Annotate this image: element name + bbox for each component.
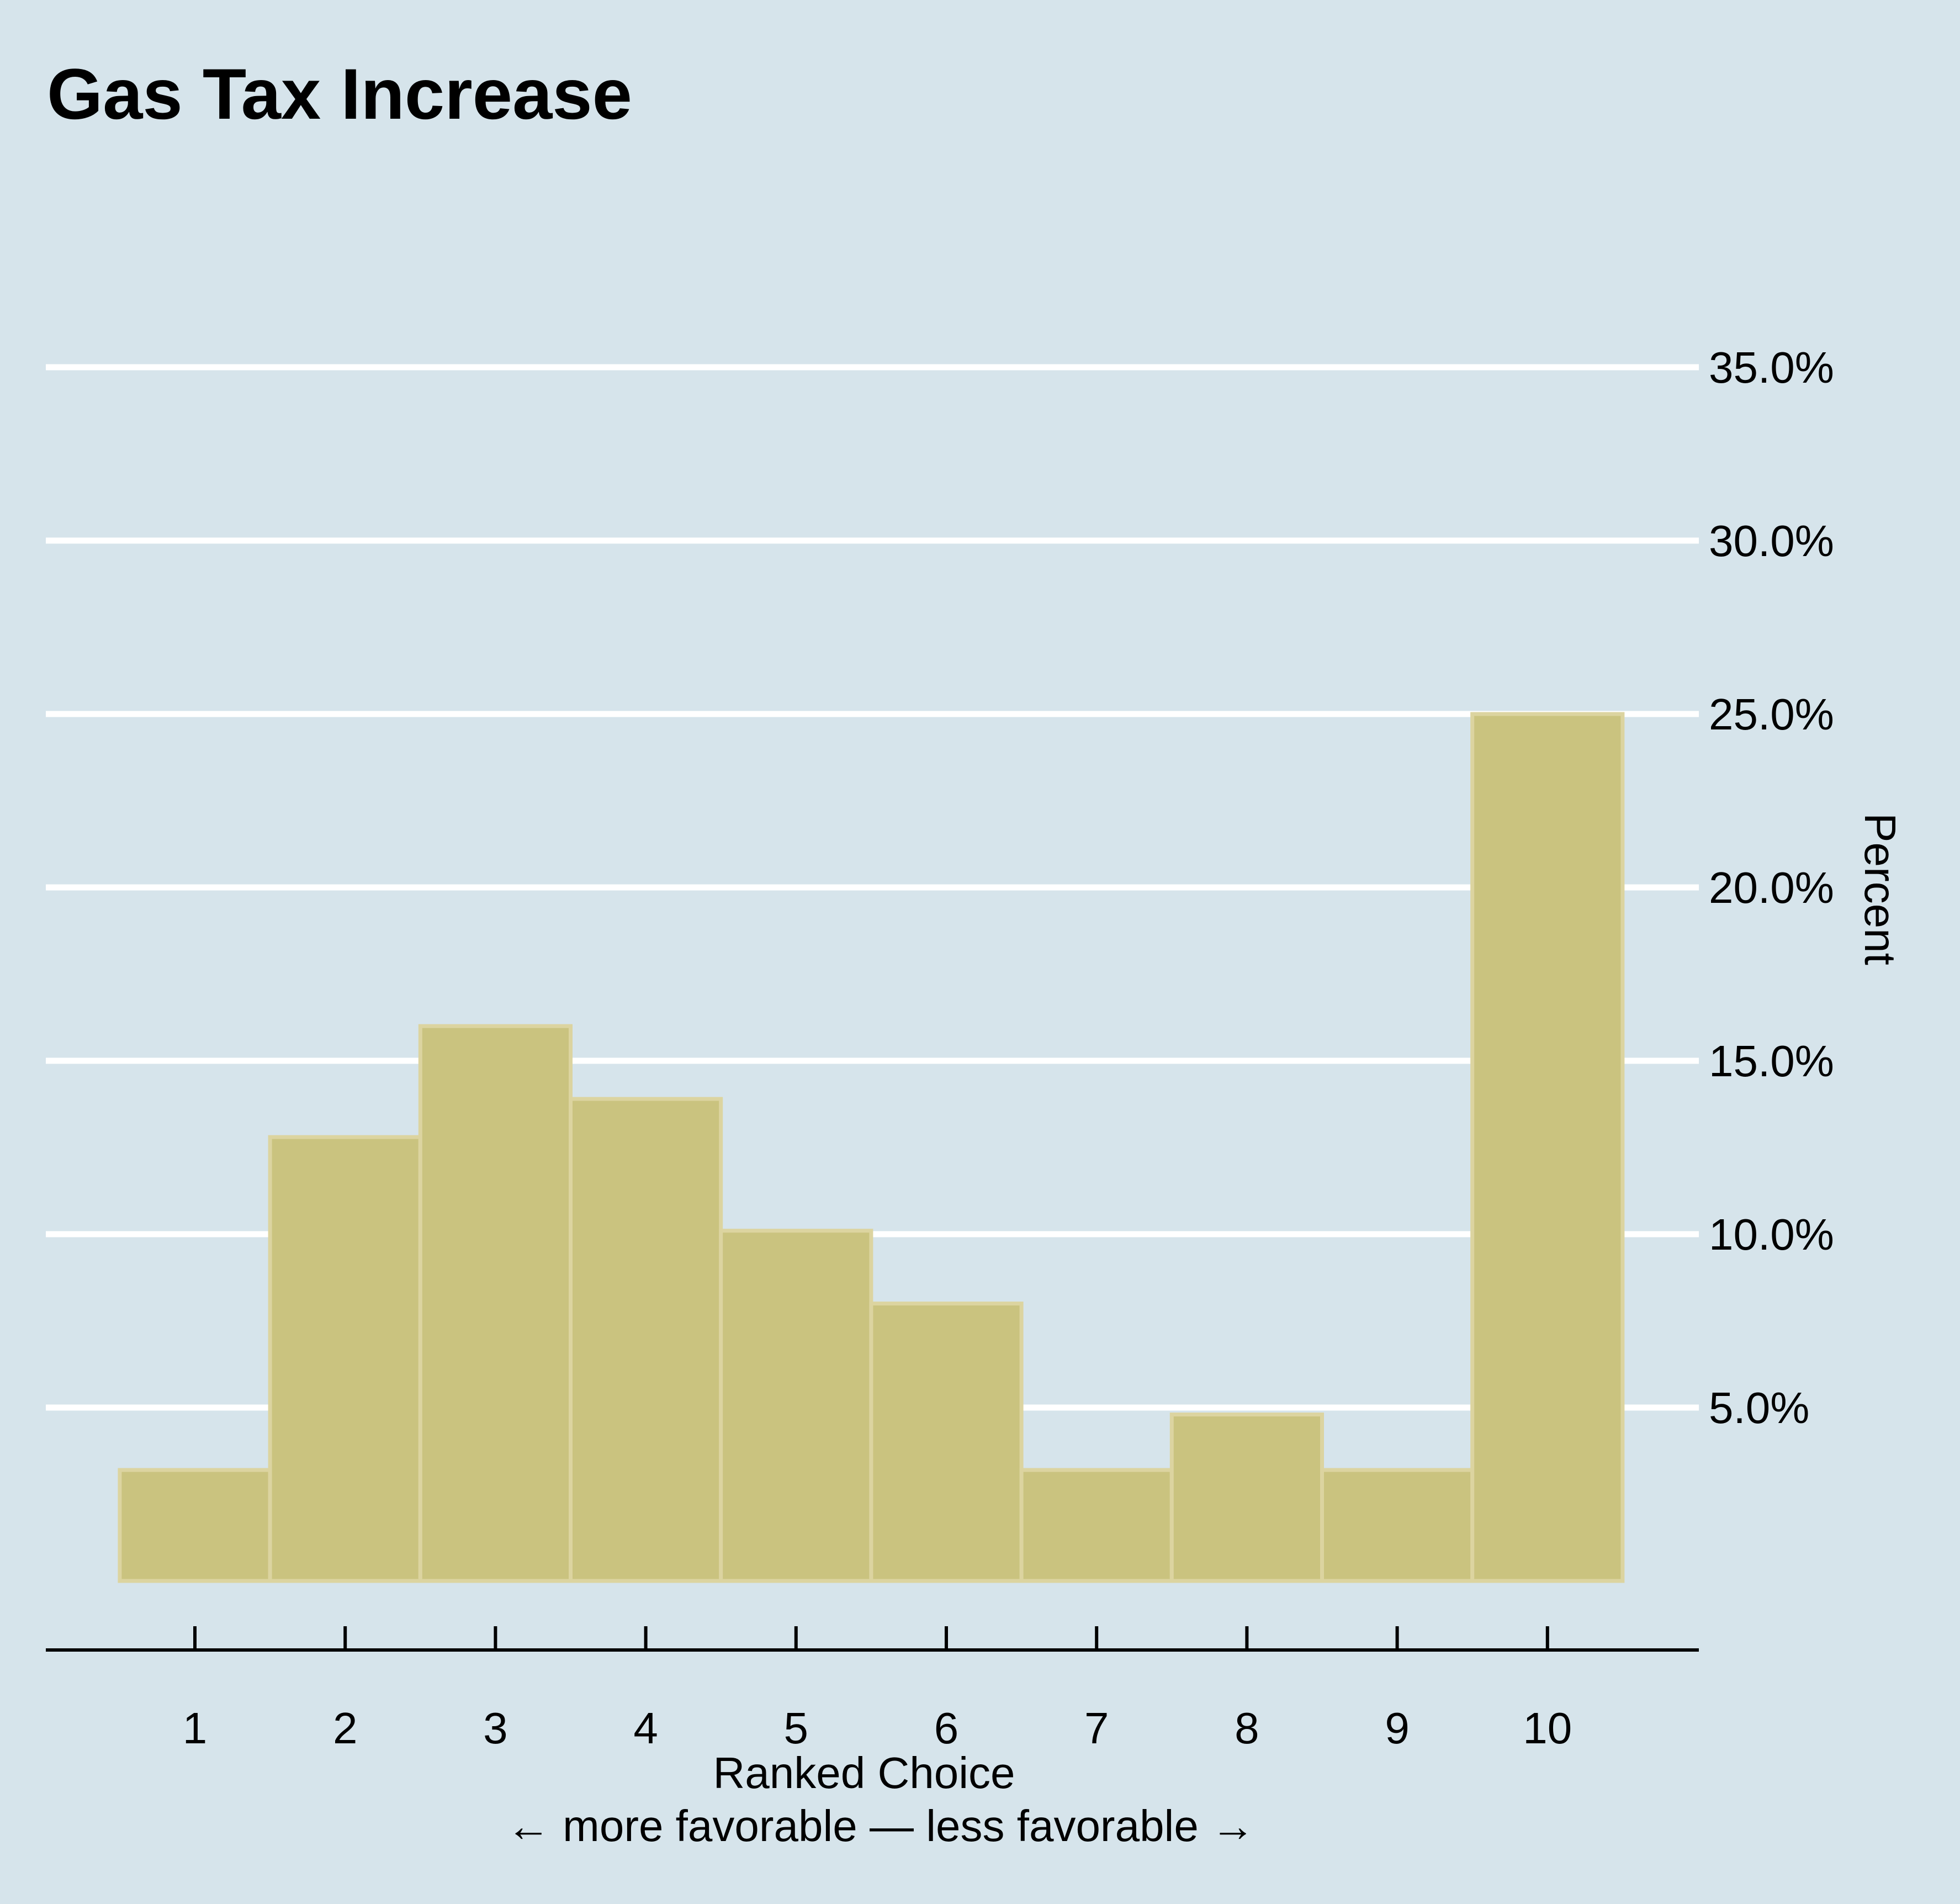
bar-6 — [869, 1302, 1024, 1583]
x-tick-label: 2 — [333, 1704, 358, 1753]
y-tick-label: 25.0% — [1709, 690, 1834, 739]
x-tick-label: 7 — [1084, 1704, 1109, 1753]
bar-4 — [569, 1097, 723, 1583]
y-axis-label: Percent — [1856, 813, 1905, 965]
y-tick-label: 30.0% — [1709, 516, 1834, 565]
bar-10 — [1470, 712, 1625, 1583]
x-tick-label: 1 — [183, 1704, 208, 1753]
y-tick-label: 15.0% — [1709, 1036, 1834, 1086]
y-tick-label: 10.0% — [1709, 1210, 1834, 1259]
x-tick-label: 5 — [784, 1704, 809, 1753]
bar-9 — [1320, 1468, 1475, 1583]
bar-8 — [1169, 1413, 1325, 1583]
x-ticks: 1 2 3 4 5 6 7 8 9 10 — [183, 1626, 1572, 1753]
y-tick-labels: 5.0% 10.0% 15.0% 20.0% 25.0% 30.0% 35.0% — [1709, 343, 1834, 1432]
x-tick-label: 9 — [1385, 1704, 1410, 1753]
y-tick-label: 35.0% — [1709, 343, 1834, 392]
bars — [118, 712, 1625, 1583]
x-tick-label: 3 — [483, 1704, 508, 1753]
bar-3 — [418, 1024, 573, 1583]
bar-5 — [719, 1229, 873, 1583]
x-tick-label: 6 — [934, 1704, 959, 1753]
x-tick-label: 4 — [633, 1704, 658, 1753]
bar-1 — [118, 1468, 272, 1583]
x-axis-label: Ranked Choice — [713, 1748, 1015, 1797]
bar-2 — [268, 1135, 422, 1583]
y-tick-label: 20.0% — [1709, 863, 1834, 912]
x-tick-label: 10 — [1523, 1704, 1572, 1753]
x-axis-direction-note: ← more favorable — less favorable → — [506, 1801, 1255, 1850]
y-tick-label: 5.0% — [1709, 1383, 1809, 1432]
chart-title: Gas Tax Increase — [47, 54, 632, 134]
bar-7 — [1019, 1468, 1174, 1583]
x-tick-label: 8 — [1235, 1704, 1259, 1753]
